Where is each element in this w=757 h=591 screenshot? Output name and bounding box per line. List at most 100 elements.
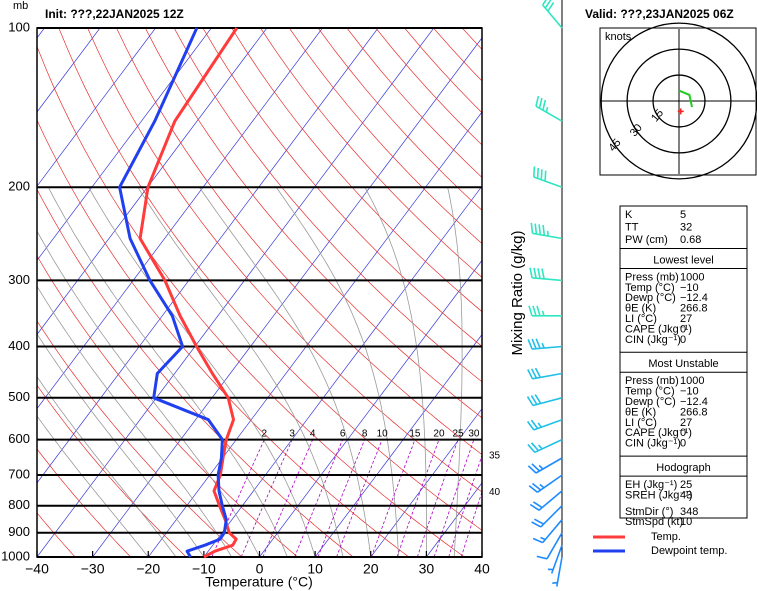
stat-label: Press (mb) — [625, 271, 679, 283]
dry-adiabat — [37, 320, 243, 557]
y-tick-label: 700 — [8, 466, 30, 481]
stat-value: 0 — [680, 334, 686, 346]
wind-barb — [528, 305, 562, 317]
wind-barb — [529, 490, 563, 511]
dry-adiabat — [37, 384, 187, 557]
stat-label: EH (Jkg⁻¹) — [625, 479, 677, 491]
y-axis-unit: mb — [13, 0, 28, 12]
mixing-ratio-label: 35 — [489, 451, 501, 462]
stat-label: Temp (°C) — [625, 282, 675, 294]
stat-label: CAPE (Jkg⁻¹) — [625, 323, 692, 335]
mixing-ratio-label: 15 — [409, 428, 421, 439]
section-title: Lowest level — [653, 254, 714, 266]
mixing-ratio-label: 4 — [310, 428, 316, 439]
x-tick-label: 10 — [307, 561, 323, 577]
wind-barb — [526, 418, 563, 431]
dry-adiabat — [37, 255, 298, 557]
stats-frame — [619, 205, 748, 519]
legend-label: Dewpoint temp. — [651, 545, 727, 557]
wind-barb — [535, 95, 563, 122]
stat-label: SREH (Jkg⁻¹) — [625, 489, 693, 501]
dry-adiabat — [116, 28, 482, 456]
stat-value: 27 — [680, 417, 692, 429]
x-tick-label: 20 — [363, 561, 379, 577]
stat-value: −12.4 — [680, 292, 708, 304]
isotherm — [314, 333, 482, 557]
index-label: PW (cm) — [625, 234, 668, 246]
index-value: 0.68 — [680, 234, 701, 246]
index-label: K — [625, 209, 633, 221]
index-value: 5 — [680, 209, 686, 221]
dry-adiabat — [231, 28, 482, 313]
valid-time: Valid: ???,23JAN2025 06Z — [585, 7, 734, 21]
isotherm — [37, 28, 212, 261]
mixing-ratio-line — [460, 490, 482, 557]
hodograph-unit: knots — [605, 31, 632, 43]
mixing-ratio-line — [416, 439, 459, 557]
y-tick-label: 300 — [8, 272, 30, 287]
stat-value: −10 — [680, 282, 699, 294]
y-tick-label: 400 — [8, 338, 30, 353]
dry-adiabat — [37, 188, 354, 557]
dry-adiabat — [202, 28, 482, 347]
legend-label: Temp. — [651, 531, 681, 543]
profile-line — [118, 27, 228, 558]
stat-label: CIN (Jkg⁻¹) — [625, 438, 681, 450]
stat-label: CAPE (Jkg⁻¹) — [625, 427, 692, 439]
wind-barb — [547, 544, 563, 574]
init-time: Init: ???,22JAN2025 12Z — [45, 7, 184, 21]
dry-adiabat — [144, 28, 482, 419]
profile-line — [138, 27, 239, 559]
hodograph-ring — [626, 48, 732, 154]
wind-barb — [531, 505, 563, 528]
mixing-ratio-label: 10 — [377, 428, 389, 439]
wind-barb — [527, 457, 563, 474]
wind-barb — [526, 394, 563, 407]
x-tick-label: −30 — [81, 561, 105, 577]
mixing-ratio-label: 20 — [433, 428, 445, 439]
stat-label: θE (K) — [625, 303, 656, 315]
dry-adiabat — [289, 28, 482, 245]
stat-value: 0 — [680, 438, 686, 450]
stat-value: 27 — [680, 313, 692, 325]
x-tick-label: 30 — [419, 561, 435, 577]
y-tick-label: 800 — [8, 497, 30, 512]
index-label: TT — [625, 221, 639, 233]
stat-value: 266.8 — [680, 406, 708, 418]
stat-label: Dewp (°C) — [625, 396, 676, 408]
stat-value: 348 — [680, 506, 698, 518]
index-value: 32 — [680, 221, 692, 233]
plot-frame — [36, 27, 483, 558]
hodograph-ring — [652, 74, 706, 128]
stat-label: θE (K) — [625, 406, 656, 418]
stat-label: StmSpd (kt) — [625, 516, 683, 528]
x-tick-label: 40 — [474, 561, 490, 577]
section-title: Hodograph — [656, 462, 710, 474]
isotherm — [37, 28, 156, 187]
dry-adiabat — [260, 28, 482, 278]
mixing-ratio-line — [433, 439, 475, 557]
isotherm — [37, 28, 268, 336]
y-tick-label: 600 — [8, 431, 30, 446]
stat-value: −12.4 — [680, 396, 708, 408]
x-tick-label: −40 — [25, 561, 49, 577]
wind-barb — [542, 0, 563, 29]
stat-label: Press (mb) — [625, 375, 679, 387]
wind-barb — [530, 222, 563, 240]
stat-value: 266.8 — [680, 303, 708, 315]
wind-barb — [532, 519, 563, 544]
mixing-ratio-line — [371, 439, 416, 557]
y-tick-label: 100 — [8, 19, 30, 34]
isotherm — [370, 408, 482, 557]
x-axis-title: Temperature (°C) — [205, 574, 313, 590]
isotherm — [203, 185, 482, 557]
dry-adiabat — [173, 28, 482, 383]
hodograph-frame — [599, 27, 757, 176]
y-tick-label: 500 — [8, 389, 30, 404]
stat-label: LI (°C) — [625, 313, 657, 325]
mixing-ratio-label: 30 — [468, 428, 480, 439]
mixing-ratio-line — [448, 454, 482, 557]
